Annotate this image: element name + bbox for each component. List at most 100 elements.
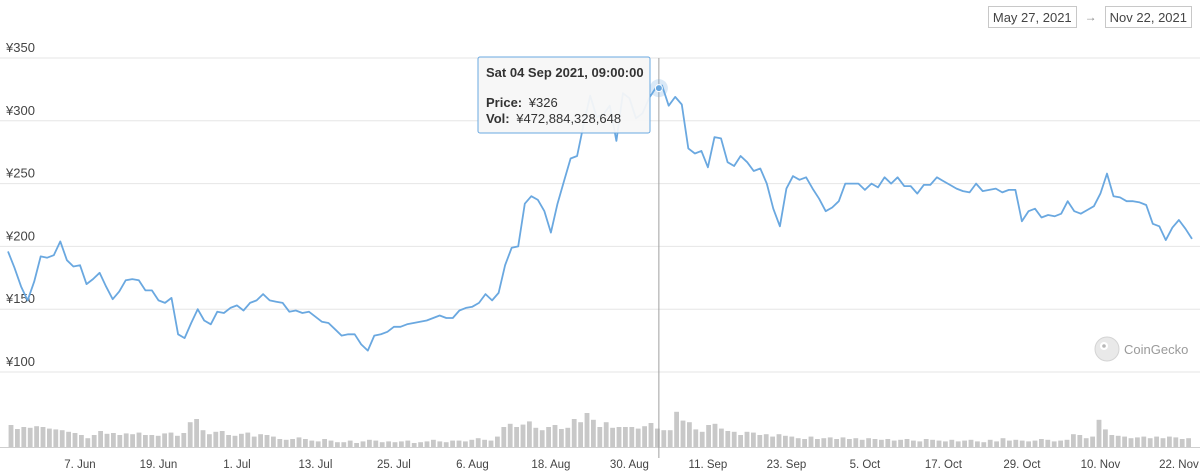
price-point: [132, 278, 133, 279]
volume-bar: [162, 433, 167, 447]
volume-bar: [207, 434, 212, 447]
volume-bar: [373, 440, 379, 447]
price-point: [223, 312, 224, 313]
volume-bar: [85, 438, 91, 447]
volume-bar: [475, 438, 481, 447]
volume-bar: [911, 440, 916, 447]
price-point: [269, 300, 270, 301]
price-point: [119, 291, 120, 292]
volume-bar: [642, 426, 647, 447]
price-point: [236, 305, 237, 306]
volume-bar: [155, 435, 161, 447]
coingecko-logo-icon: [1094, 336, 1120, 362]
volume-bar: [527, 421, 532, 447]
price-point: [897, 177, 898, 178]
coingecko-watermark: CoinGecko: [1094, 336, 1188, 362]
price-point: [740, 155, 741, 156]
volume-bar: [463, 441, 468, 447]
volume-bar: [104, 433, 110, 447]
volume-bar: [341, 442, 347, 447]
volume-bar: [1045, 439, 1051, 447]
volume-bar: [571, 419, 577, 447]
volume-bar: [661, 430, 667, 447]
price-point: [943, 180, 944, 181]
volume-bar: [776, 434, 782, 447]
volume-bar: [258, 434, 263, 447]
price-point: [537, 199, 538, 200]
volume-bar: [1109, 435, 1115, 447]
price-point: [890, 183, 891, 184]
volume-bar: [143, 435, 148, 447]
y-tick-label: ¥350: [5, 40, 35, 55]
price-point: [851, 183, 852, 184]
volume-bar: [1026, 441, 1031, 447]
price-point: [34, 281, 35, 282]
price-point: [616, 140, 617, 141]
price-point: [858, 183, 859, 184]
tooltip-price-value: ¥326: [528, 95, 558, 110]
volume-bar: [219, 431, 225, 447]
price-point: [210, 324, 211, 325]
price-point: [99, 272, 100, 273]
price-point: [747, 162, 748, 163]
price-point: [668, 105, 669, 106]
volume-bar: [539, 430, 545, 447]
price-point: [557, 203, 558, 204]
volume-bar: [488, 440, 494, 447]
price-point: [1041, 217, 1042, 218]
volume-bar: [584, 413, 590, 447]
price-point: [328, 322, 329, 323]
volume-bar: [859, 439, 865, 447]
volume-bar: [1128, 438, 1134, 447]
price-point: [766, 183, 767, 184]
volume-bar: [808, 436, 814, 447]
volume-bar: [245, 432, 251, 447]
volume-bar: [213, 431, 219, 447]
price-point: [936, 177, 937, 178]
price-point: [871, 183, 872, 184]
price-point: [361, 344, 362, 345]
volume-bar: [834, 439, 839, 447]
volume-bar: [66, 431, 71, 447]
price-point: [256, 300, 257, 301]
volume-bar: [975, 441, 980, 447]
volume-bar: [117, 435, 123, 447]
volume-bar: [610, 427, 615, 447]
y-tick-label: ¥150: [5, 291, 35, 306]
price-point: [387, 331, 388, 332]
price-point: [969, 192, 970, 193]
range-end-input[interactable]: Nov 22, 2021: [1104, 6, 1192, 28]
x-tick-label: 6. Aug: [456, 459, 489, 471]
price-point: [694, 153, 695, 154]
price-point: [171, 297, 172, 298]
price-point: [60, 241, 61, 242]
tooltip-vol-label: Vol:: [486, 111, 510, 126]
price-point: [112, 299, 113, 300]
price-point: [1146, 204, 1147, 205]
volume-bar: [872, 439, 878, 447]
volume-bar: [962, 440, 967, 447]
volume-bar: [546, 427, 551, 447]
price-point: [1074, 211, 1075, 212]
price-point: [20, 286, 21, 287]
volume-bar: [738, 435, 743, 447]
volume-bar: [559, 429, 564, 447]
x-tick-label: 10. Nov: [1081, 459, 1121, 471]
volume-bar: [1051, 441, 1057, 447]
x-tick-label: 25. Jul: [377, 459, 411, 471]
price-point: [1106, 173, 1107, 174]
x-tick-label: 23. Sep: [767, 459, 807, 471]
volume-bar: [853, 438, 859, 447]
volume-bar: [1103, 429, 1108, 447]
volume-bar: [795, 438, 801, 447]
volume-bar: [623, 427, 628, 447]
price-point: [845, 183, 846, 184]
volume-bar: [578, 422, 583, 447]
price-point: [720, 138, 721, 139]
price-point: [864, 189, 865, 190]
price-point: [1021, 221, 1022, 222]
y-axis: ¥100 ¥150 ¥200 ¥250 ¥300 ¥350: [5, 40, 35, 369]
range-start-input[interactable]: May 27, 2021: [987, 6, 1077, 28]
price-point: [302, 312, 303, 313]
